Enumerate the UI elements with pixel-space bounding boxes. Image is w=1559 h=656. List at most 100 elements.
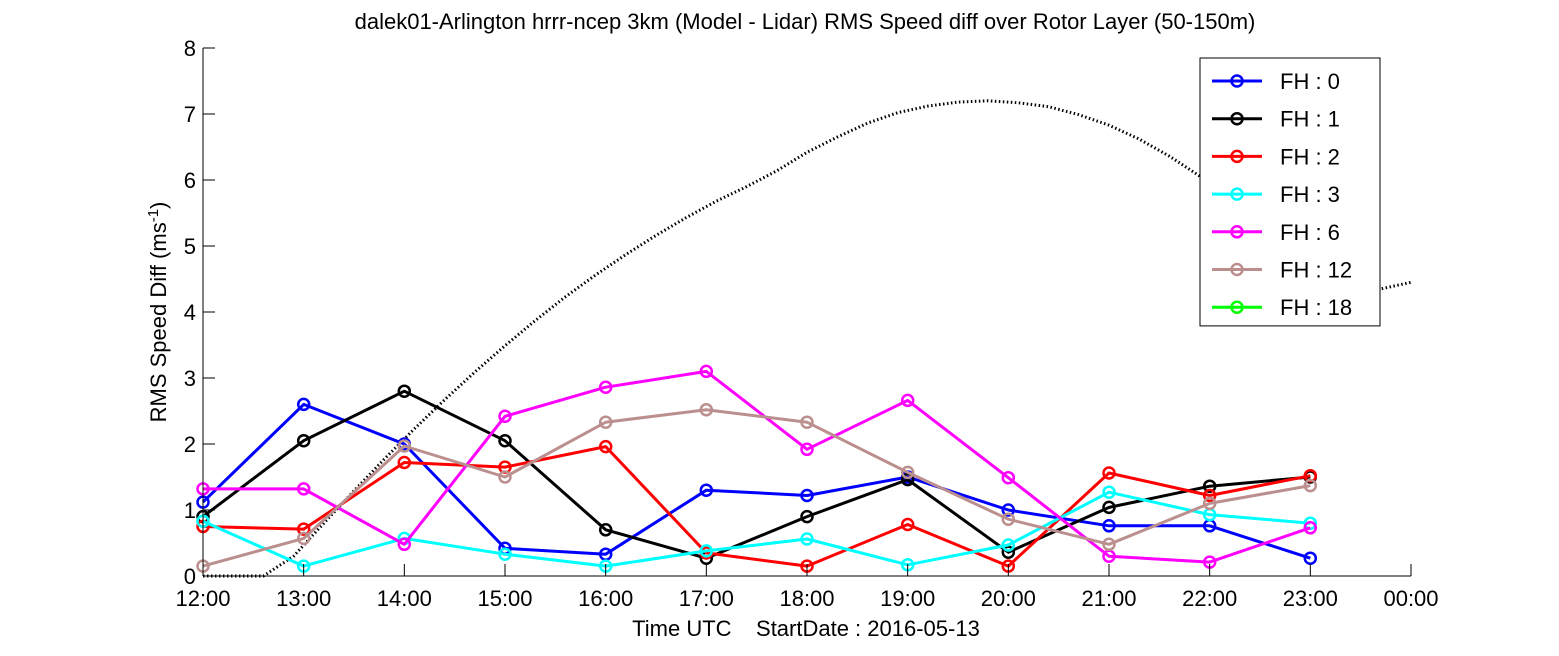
legend-label: FH : 2 — [1280, 144, 1340, 169]
legend-label: FH : 0 — [1280, 69, 1340, 94]
data-point — [598, 439, 613, 454]
y-tick-label: 1 — [184, 498, 196, 523]
data-point — [498, 409, 512, 424]
legend-swatch-marker — [1230, 111, 1244, 126]
axes-layer: 0 1 2 3 4 5 6 7 8 12:00 13:00 14:00 15:00 16:00 17:00 1… — [175, 36, 1438, 611]
data-point — [900, 517, 915, 532]
data-point — [1001, 512, 1016, 526]
data-point — [1001, 470, 1016, 485]
legend-label: FH : 12 — [1280, 258, 1352, 283]
data-point — [900, 393, 915, 408]
x-tick-label: 14:00 — [377, 586, 432, 611]
data-point — [397, 384, 412, 398]
legend-label: FH : 6 — [1280, 220, 1340, 245]
data-point — [800, 488, 814, 503]
data-point — [296, 531, 311, 546]
plot-area: 0 1 2 3 4 5 6 7 8 12:00 13:00 14:00 15:00 16:00 17:00 1… — [175, 36, 1438, 611]
legend-swatch-marker — [1230, 149, 1244, 164]
data-point — [1001, 503, 1016, 517]
legend-item: FH : 12 — [1212, 258, 1352, 283]
x-tick-label: 15:00 — [477, 586, 532, 611]
y-axis-label: RMS Speed Diff (ms-1) — [145, 202, 171, 423]
data-point — [699, 483, 714, 497]
data-point — [1001, 545, 1016, 559]
x-tick-label: 21:00 — [1081, 586, 1136, 611]
legend-swatch-marker — [1230, 262, 1244, 277]
series-line — [202, 389, 1311, 560]
data-point — [1102, 466, 1116, 480]
data-point — [800, 532, 814, 546]
chart-title: dalek01-Arlington hrrr-ncep 3km (Model -… — [355, 9, 1256, 34]
y-tick-label: 8 — [184, 36, 196, 61]
data-point — [699, 402, 714, 417]
data-point — [498, 433, 512, 448]
legend-swatch-marker — [1230, 300, 1244, 314]
legend-label: FH : 1 — [1280, 107, 1340, 132]
legend-label: FH : 3 — [1280, 182, 1340, 207]
data-point — [397, 537, 412, 552]
x-tick-label: 13:00 — [276, 586, 331, 611]
legend-item: FH : 6 — [1212, 220, 1340, 245]
series-line — [202, 490, 1311, 568]
data-point — [296, 482, 311, 496]
y-tick-label: 5 — [184, 234, 196, 259]
legend-swatch-marker — [1230, 187, 1244, 201]
data-point — [296, 397, 311, 412]
data-point — [1202, 496, 1217, 511]
x-tick-label: 00:00 — [1383, 586, 1438, 611]
series-layer — [196, 364, 1318, 573]
legend-swatch-marker — [1230, 225, 1244, 239]
data-point — [1303, 551, 1318, 565]
legend: FH : 0 FH : 1 FH : 2 FH : 3 FH : 6 FH : 12 FH … — [1199, 57, 1381, 327]
legend-item: FH : 3 — [1212, 182, 1340, 207]
series-line — [202, 445, 1311, 568]
x-tick-label: 19:00 — [880, 586, 935, 611]
y-tick-label: 2 — [184, 432, 196, 457]
series-4 — [196, 364, 1318, 569]
y-tick-label: 3 — [184, 366, 196, 391]
x-tick-label: 12:00 — [175, 586, 230, 611]
data-point — [800, 509, 814, 524]
legend-item: FH : 18 — [1212, 295, 1352, 320]
x-tick-label: 17:00 — [679, 586, 734, 611]
data-point — [900, 465, 915, 480]
data-point — [800, 442, 814, 457]
data-point — [1202, 488, 1217, 503]
y-tick-label: 6 — [184, 168, 196, 193]
series-line — [202, 408, 1311, 568]
series-line — [203, 369, 1311, 564]
data-point — [1102, 537, 1116, 552]
legend-box — [1199, 57, 1381, 327]
data-point — [296, 433, 311, 448]
data-point — [1202, 479, 1217, 493]
legend-item: FH : 0 — [1212, 69, 1340, 94]
series-line — [201, 402, 1311, 560]
legend-swatch-marker — [1230, 74, 1244, 88]
data-point — [498, 547, 512, 561]
y-axis-label-close: ) — [146, 202, 171, 209]
x-tick-label: 18:00 — [779, 586, 834, 611]
data-point — [1102, 519, 1116, 533]
data-point — [1303, 478, 1318, 493]
data-point — [598, 380, 613, 394]
y-axis-label-superscript: -1 — [145, 209, 162, 222]
y-axis-label-main: RMS Speed Diff (ms — [146, 222, 171, 422]
legend-label: FH : 18 — [1280, 295, 1352, 320]
y-tick-label: 7 — [184, 102, 196, 127]
series-5 — [196, 402, 1318, 573]
data-point — [598, 415, 613, 429]
data-point — [699, 544, 714, 558]
data-point — [800, 415, 814, 429]
data-point — [598, 523, 613, 537]
data-point — [699, 364, 714, 379]
data-point — [296, 522, 311, 536]
legend-item: FH : 1 — [1212, 107, 1340, 132]
data-point — [1102, 485, 1116, 499]
x-tick-label: 22:00 — [1182, 586, 1237, 611]
x-tick-label: 20:00 — [981, 586, 1036, 611]
data-point — [397, 439, 412, 453]
y-tick-label: 0 — [184, 564, 196, 589]
data-point — [498, 470, 512, 484]
data-point — [1102, 500, 1116, 515]
